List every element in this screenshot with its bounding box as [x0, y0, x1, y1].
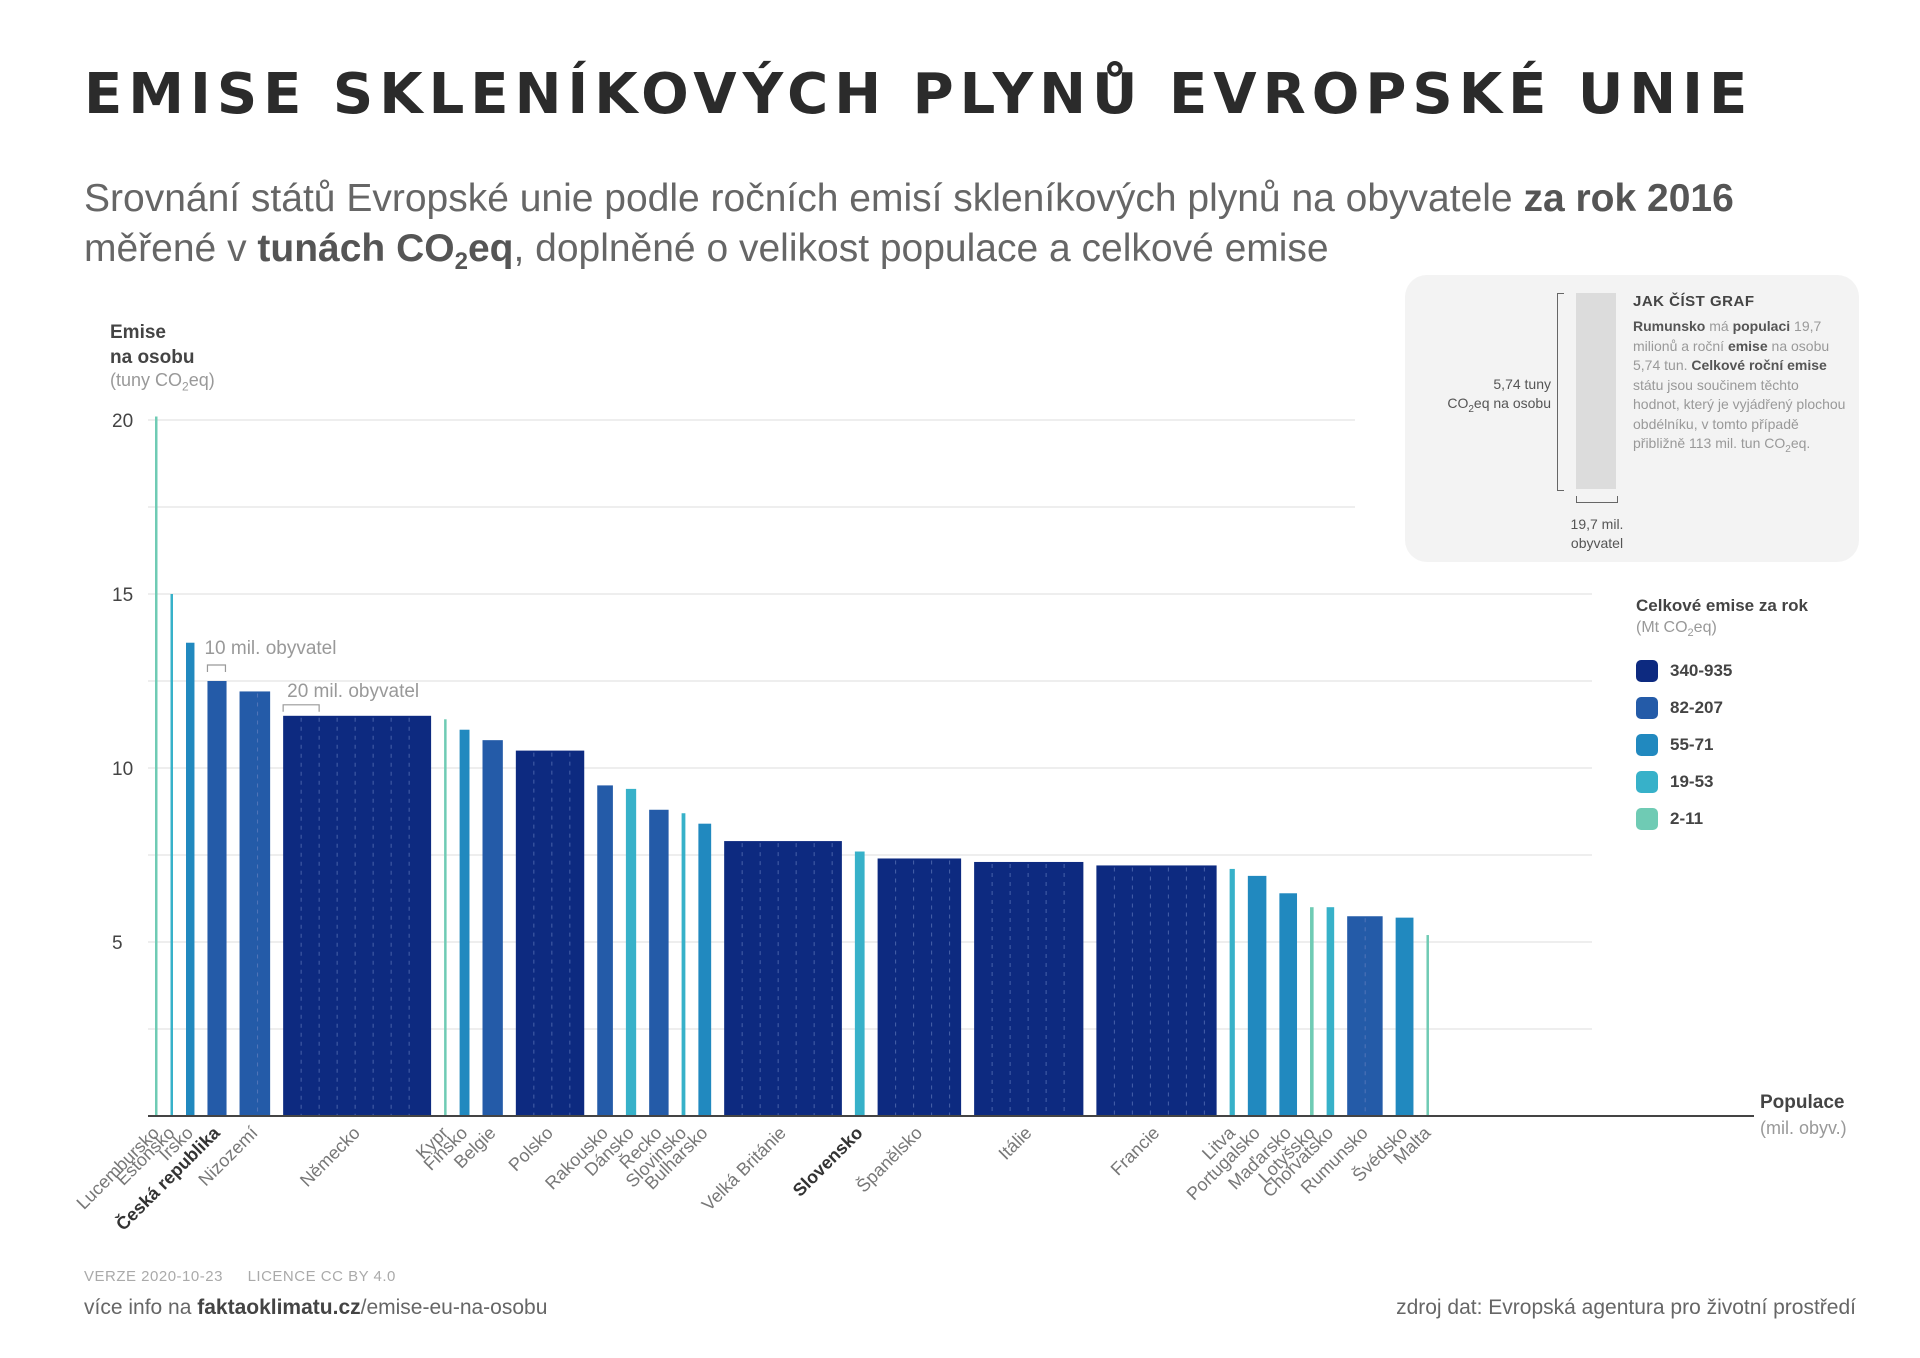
example-bar	[1576, 293, 1616, 489]
bars	[155, 416, 1429, 1116]
license-text: LICENCE CC BY 4.0	[247, 1268, 396, 1285]
legend-swatch	[1636, 697, 1658, 719]
scale-label-20: 20 mil. obyvatel	[287, 681, 419, 702]
how-to-read-text: Rumunsko má populaci 19,7 milionů a ročn…	[1633, 318, 1846, 455]
bar	[239, 691, 271, 1116]
legend-label: 82-207	[1670, 698, 1723, 717]
legend-label: 2-11	[1670, 809, 1704, 828]
bar	[681, 813, 686, 1116]
y-axis-title-line1: Emise	[110, 322, 166, 343]
y-tick-labels: 5 10 15 20	[112, 411, 133, 954]
y-axis-title: Emise na osobu	[110, 320, 194, 370]
subtitle-year: za rok 2016	[1523, 177, 1734, 220]
bar	[1326, 907, 1335, 1116]
legend-unit: (Mt CO2eq)	[1636, 619, 1717, 640]
legend-item: 2-11	[1636, 806, 1703, 832]
scale-bracket	[206, 664, 227, 672]
bar	[482, 740, 503, 1116]
example-width-label: 19,7 mil. obyvatel	[1570, 516, 1624, 551]
version-text: VERZE 2020-10-23	[84, 1268, 223, 1285]
legend-label: 55-71	[1670, 735, 1714, 754]
legend-title: Celkové emise za rok	[1636, 596, 1808, 615]
bar	[974, 861, 1084, 1116]
legend-item: 55-71	[1636, 732, 1713, 758]
subtitle-text-3: , doplněné o velikost populace a celkové…	[513, 227, 1329, 270]
bar	[649, 809, 669, 1116]
legend-item: 19-53	[1636, 769, 1713, 795]
bar	[515, 750, 585, 1116]
y-axis-title-line2: na osobu	[110, 347, 195, 368]
legend-item: 340-935	[1636, 658, 1732, 684]
y-axis-unit: (tuny CO2eq)	[110, 370, 215, 394]
bar	[1395, 917, 1414, 1116]
data-source: zdroj dat: Evropská agentura pro životní…	[1396, 1296, 1856, 1319]
legend-label: 19-53	[1670, 772, 1714, 791]
bar	[877, 858, 962, 1116]
how-to-read-box: 5,74 tuny CO2eq na osobu 19,7 mil. obyva…	[1405, 275, 1859, 562]
legend-swatch	[1636, 771, 1658, 793]
subtitle-unit: tunách CO2eq	[257, 227, 514, 275]
y-tick-label: 10	[112, 759, 133, 780]
legend-swatch	[1636, 808, 1658, 830]
legend-item: 82-207	[1636, 695, 1723, 721]
y-tick-label: 5	[112, 933, 123, 954]
bar	[1229, 868, 1235, 1116]
x-tick-label: Francie	[1107, 1123, 1164, 1180]
how-to-read-title: JAK ČÍST GRAF	[1633, 293, 1755, 310]
bar	[186, 642, 195, 1116]
x-tick-label: Polsko	[505, 1123, 557, 1175]
scale-label-10: 10 mil. obyvatel	[204, 638, 336, 659]
bar	[625, 788, 637, 1116]
bar	[155, 416, 158, 1116]
width-bracket	[1576, 496, 1618, 503]
subtitle-text: Srovnání států Evropské unie podle roční…	[84, 177, 1524, 220]
page-subtitle: Srovnání států Evropské unie podle roční…	[84, 174, 1734, 274]
bar	[698, 823, 712, 1116]
bar	[207, 681, 227, 1116]
x-axis-unit: (mil. obyv.)	[1760, 1118, 1847, 1138]
bar	[854, 851, 865, 1116]
x-tick-label: Německo	[296, 1123, 364, 1191]
bar	[444, 719, 447, 1116]
subtitle-text-2: měřené v	[84, 227, 258, 270]
x-axis-title: Populace	[1760, 1092, 1845, 1113]
bar	[1096, 865, 1217, 1116]
bar	[170, 594, 173, 1116]
bar	[1426, 935, 1429, 1116]
example-height-label: 5,74 tuny CO2eq na osobu	[1447, 376, 1551, 415]
x-tick-label: Itálie	[995, 1123, 1036, 1164]
x-tick-label: Slovensko	[789, 1123, 867, 1201]
legend-swatch	[1636, 734, 1658, 756]
y-tick-label: 20	[112, 411, 133, 432]
x-tick-label: Španělsko	[852, 1122, 926, 1196]
population-scale-annotations: 10 mil. obyvatel 20 mil. obyvatel	[204, 638, 419, 712]
bar	[1279, 893, 1298, 1116]
bar	[283, 715, 432, 1116]
x-tick-label: Velká Británie	[698, 1123, 790, 1215]
height-bracket	[1557, 293, 1564, 491]
page-title: EMISE SKLENÍKOVÝCH PLYNŮ EVROPSKÉ UNIE	[84, 62, 1754, 127]
bar	[724, 841, 842, 1116]
legend-swatch	[1636, 660, 1658, 682]
bar	[459, 729, 470, 1116]
footer-meta: VERZE 2020-10-23 LICENCE CC BY 4.0	[84, 1268, 416, 1285]
bar	[1310, 907, 1314, 1116]
legend-label: 340-935	[1670, 661, 1733, 680]
more-info-link[interactable]: více info na faktaoklimatu.cz/emise-eu-n…	[84, 1296, 548, 1319]
scale-bracket	[282, 704, 320, 712]
y-tick-label: 15	[112, 585, 133, 606]
bar	[597, 785, 613, 1116]
bar	[1247, 875, 1267, 1116]
